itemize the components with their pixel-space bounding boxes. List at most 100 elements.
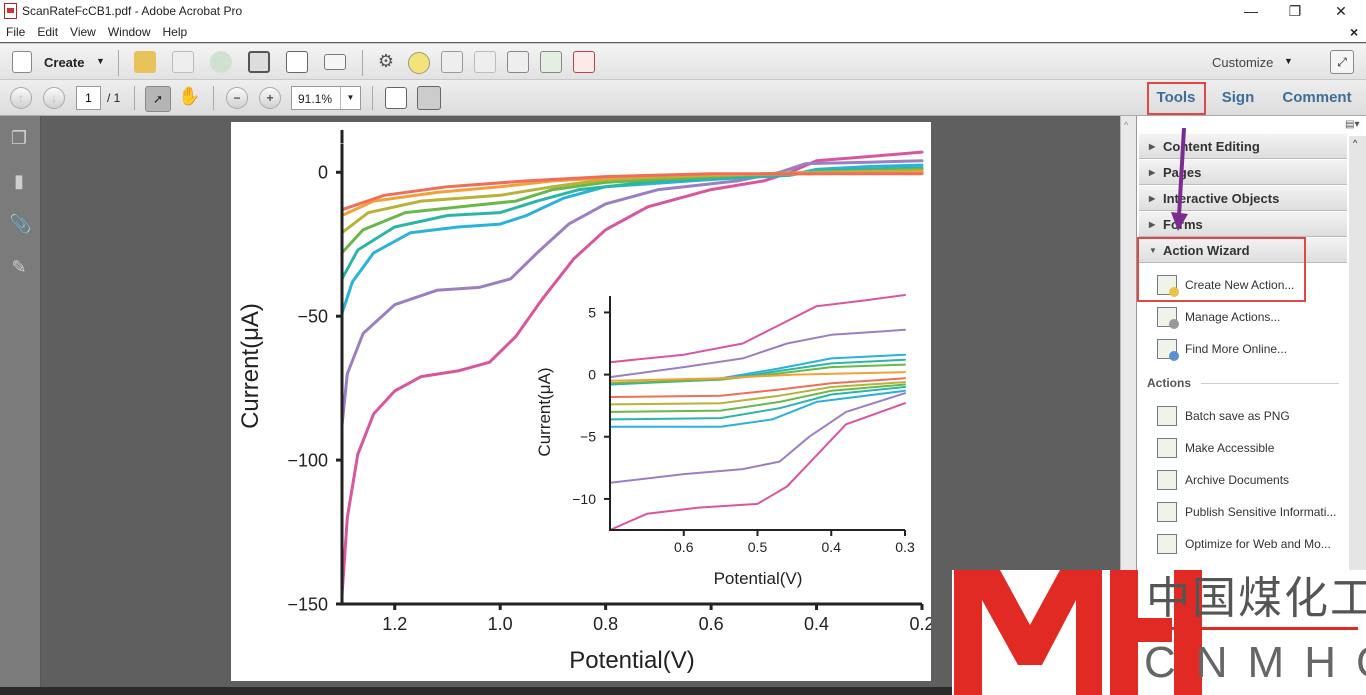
action-checklist-icon [1157, 438, 1177, 458]
select-tool-icon[interactable]: ➚ [145, 86, 171, 112]
create-new-action[interactable]: Create New Action... [1157, 274, 1294, 297]
acrobat-pdf-icon [4, 3, 17, 19]
customize-menu[interactable]: Customize [1212, 55, 1274, 70]
inset-series-line-10 [609, 389, 906, 428]
inset-series-line-12 [609, 402, 906, 531]
x-axis-label: Potential(V) [569, 647, 694, 674]
inset-series-line-6 [609, 377, 906, 398]
comment-icon[interactable] [408, 52, 430, 74]
cloud-upload-icon[interactable] [210, 51, 232, 73]
menu-help[interactable]: Help [162, 25, 188, 39]
find-more-online[interactable]: Find More Online... [1157, 338, 1287, 361]
sign-pdf-icon[interactable] [573, 51, 595, 73]
y-axis-label: Current(μA) [237, 303, 264, 429]
menu-edit[interactable]: Edit [37, 25, 59, 39]
action-item[interactable]: Batch save as PNG [1157, 405, 1290, 427]
y-tick-label: −50 [297, 306, 328, 326]
section-content-editing[interactable]: ▶ Content Editing [1139, 134, 1347, 159]
bookmarks-icon[interactable]: ▮ [14, 171, 24, 191]
zoom-value: 91.1% [298, 92, 333, 106]
fit-width-icon[interactable] [385, 87, 407, 109]
close-button[interactable]: ✕ [1335, 3, 1347, 19]
ocr-icon[interactable] [507, 51, 529, 73]
edit-document-icon[interactable] [286, 51, 308, 73]
divider [134, 86, 135, 110]
hand-tool-icon[interactable]: ✋ [178, 86, 201, 106]
chevron-down-icon[interactable]: ▼ [1284, 56, 1293, 66]
open-icon[interactable] [134, 51, 156, 73]
attachments-icon[interactable]: 📎 [9, 214, 32, 234]
x-tick-label: 0.6 [699, 614, 724, 634]
inset-x-axis-label: Potential(V) [714, 569, 803, 588]
menu-window[interactable]: Window [107, 25, 151, 39]
y-tick-label: 0 [318, 163, 328, 183]
series-line-3 [340, 166, 924, 281]
expand-arrow-icon: ▶ [1149, 194, 1156, 203]
expand-arrow-icon: ▶ [1149, 168, 1156, 177]
inset-series-line-11 [609, 392, 906, 484]
inset-y-axis-label: Current(μA) [535, 367, 554, 456]
menu-file[interactable]: File [6, 25, 26, 39]
print-icon[interactable] [248, 51, 270, 73]
actions-heading: Actions [1147, 376, 1192, 390]
inset-y-tick-label: −10 [572, 491, 596, 507]
email-icon[interactable] [324, 54, 346, 70]
export-icon[interactable] [540, 51, 562, 73]
x-tick-label: 0.8 [593, 614, 618, 634]
panel-scrollbar[interactable]: ^ [1349, 136, 1366, 687]
tab-tools[interactable]: Tools [1156, 89, 1196, 106]
x-tick-label: 0.2 [909, 614, 931, 634]
chevron-down-icon[interactable]: ▼ [340, 87, 360, 109]
action-item[interactable]: Archive Documents [1157, 469, 1289, 491]
zoom-in-button[interactable]: + [259, 87, 281, 109]
action-item[interactable]: Publish Sensitive Informati... [1157, 501, 1336, 523]
manage-actions[interactable]: Manage Actions... [1157, 306, 1280, 329]
next-page-button[interactable]: ↓ [43, 87, 65, 109]
fit-page-icon[interactable] [417, 86, 441, 110]
section-pages[interactable]: ▶Pages [1139, 160, 1347, 185]
create-action-icon [1157, 275, 1179, 297]
action-checklist-icon [1157, 470, 1177, 490]
signatures-icon[interactable]: ✎ [11, 257, 27, 277]
create-pdf-icon [12, 51, 32, 73]
watermark-latin: CNMHG [1144, 638, 1366, 687]
zoom-out-button[interactable]: − [226, 87, 248, 109]
series-line-4 [340, 167, 924, 255]
action-checklist-icon [1157, 534, 1177, 554]
zoom-select[interactable]: 91.1% ▼ [291, 86, 361, 110]
save-icon[interactable] [172, 51, 194, 73]
inset-series-line-8 [609, 383, 906, 413]
page-thumbnails-icon[interactable]: ❐ [10, 128, 28, 148]
x-tick-label: 1.2 [382, 614, 407, 634]
tab-sign[interactable]: Sign [1221, 89, 1255, 106]
action-item[interactable]: Optimize for Web and Mo... [1157, 533, 1331, 555]
minimize-button[interactable]: — [1244, 3, 1258, 19]
menu-bar: File Edit View Window Help × [0, 22, 1366, 42]
previous-page-button[interactable]: ↑ [10, 87, 32, 109]
panel-options-icon[interactable]: ▤▾ [1345, 119, 1360, 130]
section-interactive-objects[interactable]: ▶ Interactive Objects [1139, 186, 1347, 211]
title-bar: ScanRateFcCB1.pdf - Adobe Acrobat Pro — … [0, 0, 1366, 22]
section-action-wizard[interactable]: ▼ Action Wizard [1139, 238, 1347, 263]
highlight-text-icon[interactable] [441, 51, 463, 73]
collapse-arrow-icon: ▼ [1149, 246, 1157, 255]
action-item[interactable]: Make Accessible [1157, 437, 1274, 459]
menu-view[interactable]: View [70, 25, 96, 39]
mh-logo-icon [954, 570, 1358, 695]
redact-icon[interactable] [474, 51, 496, 73]
inset-series-line-1 [609, 328, 906, 379]
tab-comment[interactable]: Comment [1282, 89, 1352, 106]
document-scrollbar[interactable]: ^ [1120, 116, 1136, 687]
inset-series-line-0 [609, 294, 906, 364]
expand-icon[interactable]: ⤢ [1330, 50, 1354, 74]
inset-x-tick-label: 0.6 [674, 539, 694, 555]
pdf-page: 1.2 1.0 0.8 0.6 0.4 0.2 0 −50 −100 −150 0.6 0.5 0.4 0… [231, 122, 935, 681]
restore-button[interactable]: ❐ [1288, 3, 1302, 19]
create-button[interactable]: Create ▼ [10, 50, 110, 74]
settings-gear-icon[interactable]: ⚙ [377, 51, 395, 71]
create-label: Create [44, 55, 85, 70]
main-toolbar: Create ▼ ⚙ Customize ▼ ⤢ [0, 43, 1366, 80]
page-number-input[interactable] [76, 86, 101, 110]
chevron-down-icon: ▼ [96, 56, 105, 66]
close-document-button[interactable]: × [1350, 24, 1359, 40]
